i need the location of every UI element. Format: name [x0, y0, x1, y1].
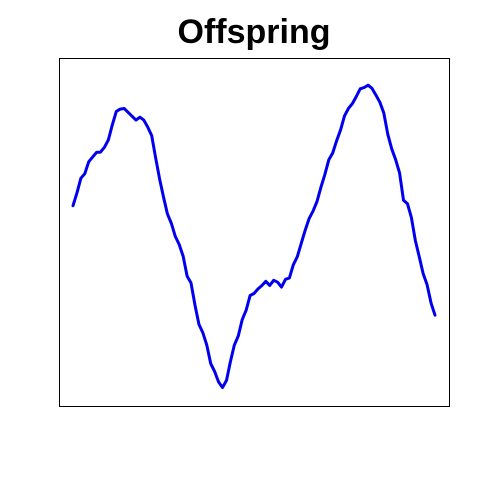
- series-layer: [71, 83, 437, 389]
- plot-frame: [59, 58, 450, 407]
- chart-title: Offspring: [177, 13, 331, 51]
- series-line-0: [71, 83, 437, 389]
